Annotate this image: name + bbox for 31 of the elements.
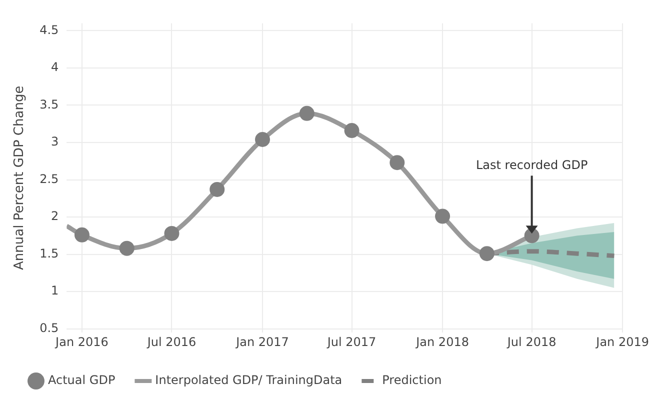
y-tick-label: 2 — [51, 209, 59, 224]
y-tick-label: 1 — [51, 284, 59, 298]
point — [299, 106, 314, 121]
x-tick-label: Jul 2016 — [146, 334, 196, 349]
point — [119, 240, 134, 256]
point — [164, 226, 180, 241]
y-tick-label: 2.5 — [40, 172, 59, 186]
y-tick-label: 3.5 — [40, 97, 59, 112]
x-tick-label: Jan 2016 — [54, 334, 108, 349]
point — [344, 123, 360, 138]
y-axis-title: Annual Percent GDP Change — [12, 86, 28, 270]
annotation: Last recorded GDP — [476, 158, 588, 172]
legend-label: Interpolated GDP/ TrainingData — [155, 373, 342, 388]
point — [74, 227, 90, 242]
point — [210, 182, 225, 197]
point — [255, 132, 270, 148]
x-tick-label: Jan 2019 — [595, 334, 650, 349]
point — [479, 246, 494, 262]
x-tick-label: Jan 2017 — [235, 334, 289, 349]
x-tick-label: Jul 2018 — [506, 334, 556, 349]
x-tick-label: Jan 2018 — [415, 334, 469, 349]
y-tick-label: 4 — [51, 60, 59, 74]
x-tick-label: Jul 2017 — [326, 334, 376, 349]
y-tick-label: 0.5 — [40, 320, 59, 335]
point — [435, 208, 450, 224]
legend-label: Actual GDP — [48, 373, 116, 388]
point — [390, 155, 405, 170]
legend-label: Prediction — [382, 373, 442, 388]
y-tick-label: 4.5 — [40, 22, 59, 37]
y-tick-label: 1.5 — [40, 246, 59, 260]
y-tick-label: 3 — [51, 134, 59, 149]
